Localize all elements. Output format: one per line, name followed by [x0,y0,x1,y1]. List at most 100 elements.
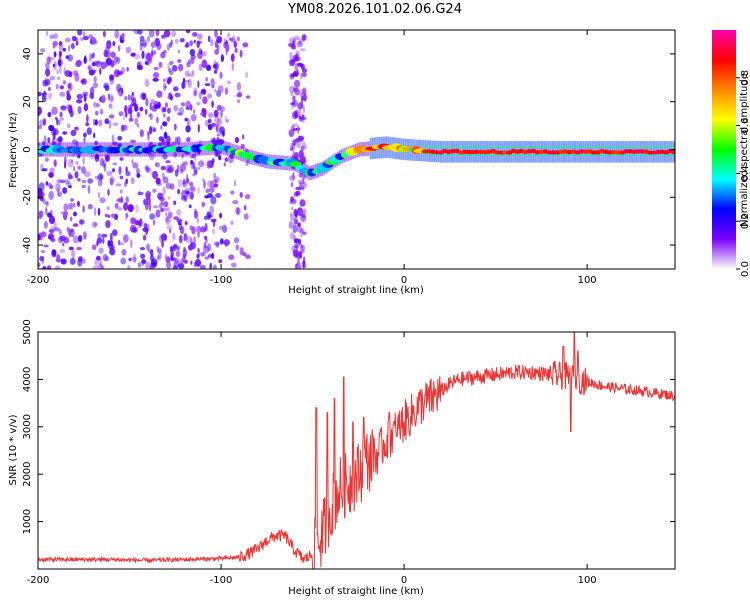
noise-speck [293,95,296,101]
x-tick-label: 100 [578,575,597,586]
noise-speck [156,246,160,253]
noise-speck [120,257,127,265]
noise-speck [49,167,55,174]
noise-speck [43,200,49,205]
noise-speck [245,254,251,260]
ridge-edge [429,153,433,155]
noise-speck [114,30,120,39]
noise-speck [139,247,146,251]
x-tick-label: 0 [401,575,407,586]
noise-speck [71,159,74,164]
ridge-edge [583,146,586,149]
ridge-edge [550,146,554,149]
noise-speck [169,70,174,75]
noise-speck [217,85,224,94]
noise-speck [63,210,69,217]
snr-axes: -200 -100 0 100 1000 2000 3000 4000 5000 [22,319,675,586]
noise-speck [38,124,43,130]
noise-speck [76,246,82,251]
noise-speck [166,135,171,144]
noise-speck [299,48,306,52]
noise-speck [226,80,232,85]
noise-speck [151,171,154,176]
noise-speck [67,54,73,62]
noise-speck [293,249,296,254]
ridge-edge [609,154,612,156]
noise-speck [68,45,71,52]
noise-speck [231,62,234,71]
noise-speck [160,233,167,241]
noise-speck [73,211,77,217]
noise-speck [70,198,75,202]
noise-speck [48,228,55,234]
noise-speck [218,259,222,264]
noise-speck [149,213,156,220]
noise-speck [67,158,74,168]
noise-speck [117,135,123,141]
noise-speck [174,257,180,264]
y-tick-label: -40 [22,237,33,253]
ridge-edge [440,146,444,149]
noise-speck [105,220,111,229]
ridge-edge [462,146,466,149]
colorbar-tick-label: 0.6 [740,118,750,134]
noise-speck [148,30,155,38]
noise-speck [104,118,110,124]
noise-speck [297,226,303,233]
ridge-edge [594,146,597,149]
noise-speck [68,174,73,180]
noise-speck [147,132,150,141]
noise-speck [48,124,55,132]
noise-speck [119,36,125,44]
noise-speck [93,101,97,108]
noise-speck [214,193,221,198]
noise-speck [76,93,84,100]
noise-speck [210,196,217,205]
noise-speck [179,38,185,43]
noise-speck [163,30,171,38]
ridge-edge [506,146,510,149]
noise-speck [243,213,249,220]
noise-speck [40,48,46,53]
noise-speck [121,249,127,256]
ridge-edge [671,154,674,156]
ridge-edge [561,154,565,156]
noise-speck [86,114,89,123]
noise-speck [152,170,158,180]
ridge-edge [444,154,447,156]
noise-speck [186,61,191,68]
noise-speck [158,248,162,253]
noise-speck [299,244,304,249]
noise-speck [38,210,44,217]
noise-speck [141,257,145,267]
noise-speck [74,73,80,82]
noise-speck [211,158,215,164]
noise-speck [150,249,154,257]
noise-speck [300,244,306,251]
ridge-edge [649,154,652,156]
noise-speck [107,93,110,101]
noise-speck [153,50,156,55]
noise-speck [218,225,223,231]
noise-speck [77,235,83,243]
noise-speck [45,206,48,215]
noise-speck [68,229,74,233]
noise-speck [165,216,170,223]
noise-speck [177,245,180,251]
noise-speck [53,61,57,70]
noise-speck [152,205,159,209]
noise-speck [77,200,80,207]
noise-speck [96,174,100,181]
noise-speck [230,53,235,62]
noise-speck [59,91,66,97]
noise-speck [176,208,182,216]
ridge-edge [459,146,462,149]
noise-speck [142,234,147,241]
noise-speck [187,244,194,251]
noise-speck [158,251,162,260]
noise-speck [161,106,165,113]
ridge-edge [664,146,667,149]
noise-speck [120,124,125,132]
noise-speck [43,220,48,229]
noise-speck [108,114,115,119]
